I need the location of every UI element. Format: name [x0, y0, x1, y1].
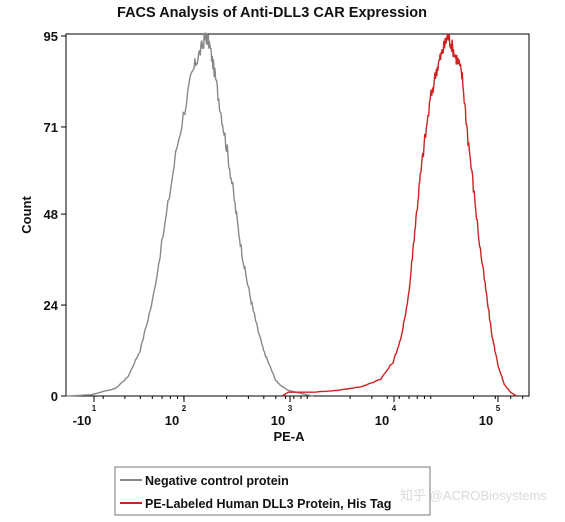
legend: Negative control protein PE-Labeled Huma…	[114, 466, 431, 516]
chart-title: FACS Analysis of Anti-DLL3 CAR Expressio…	[117, 5, 427, 21]
y-tick-label: 71	[44, 120, 58, 135]
x-axis-label: PE-A	[273, 429, 305, 444]
series-layer	[65, 32, 518, 397]
y-tick-label: 0	[51, 389, 58, 404]
x-tick-label-base: 10	[271, 413, 285, 428]
series-line-dll3-protein	[281, 33, 518, 397]
x-tick-label-exponent: 5	[496, 404, 501, 413]
y-tick-label: 95	[44, 29, 58, 44]
legend-label-dll3-protein: PE-Labeled Human DLL3 Protein, His Tag	[145, 497, 391, 511]
y-tick-label: 24	[44, 298, 59, 313]
x-tick-label-base: -10	[73, 413, 92, 428]
x-tick-label-exponent: 2	[182, 404, 187, 413]
plot-frame	[65, 33, 530, 397]
series-line-negative-control	[65, 32, 314, 397]
y-axis: 0 24 48 71 95	[44, 29, 66, 404]
x-tick-label-base: 10	[479, 413, 493, 428]
x-tick-label-exponent: 4	[392, 404, 397, 413]
y-tick-label: 48	[44, 207, 58, 222]
legend-label-negative-control: Negative control protein	[145, 474, 289, 488]
y-axis-label: Count	[19, 196, 34, 234]
x-tick-label-exponent: 1	[92, 404, 97, 413]
x-tick-label-base: 10	[375, 413, 389, 428]
x-tick-label-exponent: 3	[288, 404, 293, 413]
x-tick-label-base: 10	[165, 413, 179, 428]
watermark: 知乎 @ACROBiosystems	[400, 488, 547, 503]
legend-box	[114, 466, 431, 516]
